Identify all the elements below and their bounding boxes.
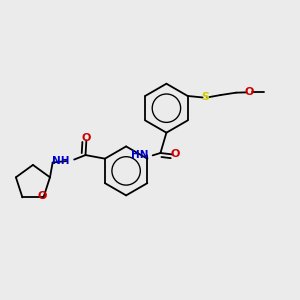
Text: NH: NH	[52, 156, 69, 166]
Text: O: O	[171, 149, 180, 160]
Text: S: S	[201, 92, 209, 102]
Text: O: O	[37, 191, 47, 201]
Text: HN: HN	[131, 150, 148, 161]
Text: O: O	[245, 87, 254, 98]
Text: O: O	[82, 133, 91, 143]
